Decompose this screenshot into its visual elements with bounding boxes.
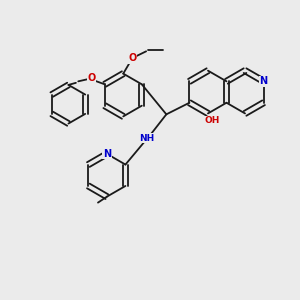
Text: N: N — [260, 76, 268, 86]
Text: N: N — [103, 149, 111, 159]
Text: NH: NH — [140, 134, 155, 142]
Text: O: O — [87, 74, 95, 83]
Text: OH: OH — [205, 116, 220, 125]
Text: O: O — [128, 53, 136, 63]
